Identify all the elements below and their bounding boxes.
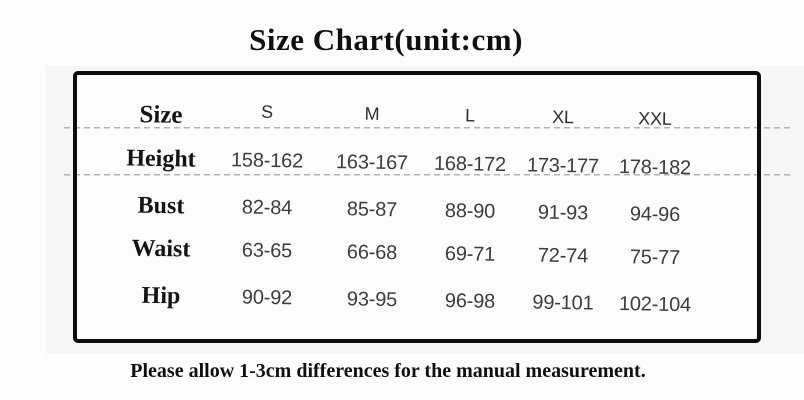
bust-value-s: 82-84 xyxy=(241,196,293,220)
header-size-s: S xyxy=(260,101,274,122)
size-chart-table: Size S M L XL XXL Height 158-162 163-167… xyxy=(73,71,761,343)
row-label-bust: Bust xyxy=(137,192,185,220)
height-value-s: 158-162 xyxy=(230,149,304,173)
header-size-label: Size xyxy=(139,101,183,129)
hip-value-xl: 99-101 xyxy=(532,291,594,315)
row-label-hip: Hip xyxy=(141,282,181,310)
waist-value-xl: 72-74 xyxy=(537,244,589,268)
bust-value-xxl: 94-96 xyxy=(629,203,681,227)
bust-value-l: 88-90 xyxy=(444,199,496,223)
waist-value-m: 66-68 xyxy=(346,241,398,265)
page-title: Size Chart(unit:cm) xyxy=(249,22,523,57)
row-label-waist: Waist xyxy=(131,235,191,263)
hip-value-s: 90-92 xyxy=(241,286,293,310)
hip-value-m: 93-95 xyxy=(346,288,398,312)
header-size-m: M xyxy=(364,103,380,124)
waist-value-xxl: 75-77 xyxy=(629,246,681,270)
height-value-m: 163-167 xyxy=(335,151,409,175)
row-label-height: Height xyxy=(126,145,196,173)
height-value-xxl: 178-182 xyxy=(618,156,692,180)
table-header-row: Size S M L XL XXL xyxy=(73,97,761,143)
table-row-bust: Bust 82-84 85-87 88-90 91-93 94-96 xyxy=(73,188,761,234)
bust-value-m: 85-87 xyxy=(346,198,398,222)
table-row-waist: Waist 63-65 66-68 69-71 72-74 75-77 xyxy=(73,231,761,277)
measurement-note: Please allow 1-3cm differences for the m… xyxy=(130,360,646,382)
header-size-xxl: XXL xyxy=(638,108,672,129)
dashed-separator-height-row xyxy=(64,174,790,176)
height-value-l: 168-172 xyxy=(433,152,507,177)
waist-value-s: 63-65 xyxy=(241,239,293,263)
dashed-separator-header xyxy=(64,127,790,129)
bust-value-xl: 91-93 xyxy=(537,201,589,225)
height-value-xl: 173-177 xyxy=(526,154,600,178)
table-inner-background xyxy=(73,71,761,343)
header-size-l: L xyxy=(464,105,476,126)
hip-value-xxl: 102-104 xyxy=(618,293,692,317)
hip-value-l: 96-98 xyxy=(444,289,496,313)
size-chart-table-border xyxy=(73,71,761,343)
header-size-xl: XL xyxy=(552,106,575,128)
waist-value-l: 69-71 xyxy=(444,242,496,266)
table-row-height: Height 158-162 163-167 168-172 173-177 1… xyxy=(73,141,761,187)
table-row-hip: Hip 90-92 93-95 96-98 99-101 102-104 xyxy=(73,278,761,324)
